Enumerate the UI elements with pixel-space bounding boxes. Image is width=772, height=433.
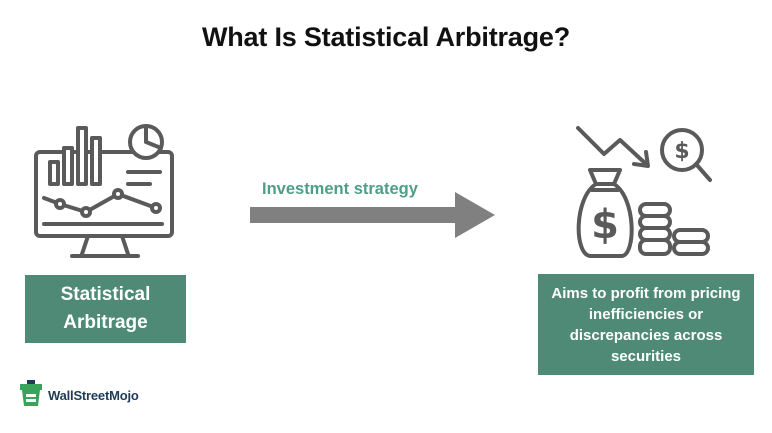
- money-bag-decline-icon: $ $: [576, 126, 712, 258]
- arrow-label: Investment strategy: [262, 180, 418, 198]
- monitor-chart-icon: [34, 124, 174, 258]
- statistical-arbitrage-box: Statistical Arbitrage: [25, 275, 186, 343]
- strategy-description-label: Aims to profit from pricing inefficienci…: [551, 284, 741, 365]
- page-title: What Is Statistical Arbitrage?: [201, 22, 571, 52]
- wallstreetmojo-logo: WallStreetMojo: [18, 380, 139, 410]
- logo-icon: [20, 380, 42, 406]
- right-arrow-icon: [250, 192, 495, 238]
- svg-text:$: $: [591, 202, 619, 248]
- logo-text: WallStreetMojo: [48, 387, 139, 403]
- svg-text:$: $: [674, 139, 689, 164]
- statistical-arbitrage-label: Statistical Arbitrage: [60, 284, 151, 333]
- strategy-description-box: Aims to profit from pricing inefficienci…: [538, 274, 754, 375]
